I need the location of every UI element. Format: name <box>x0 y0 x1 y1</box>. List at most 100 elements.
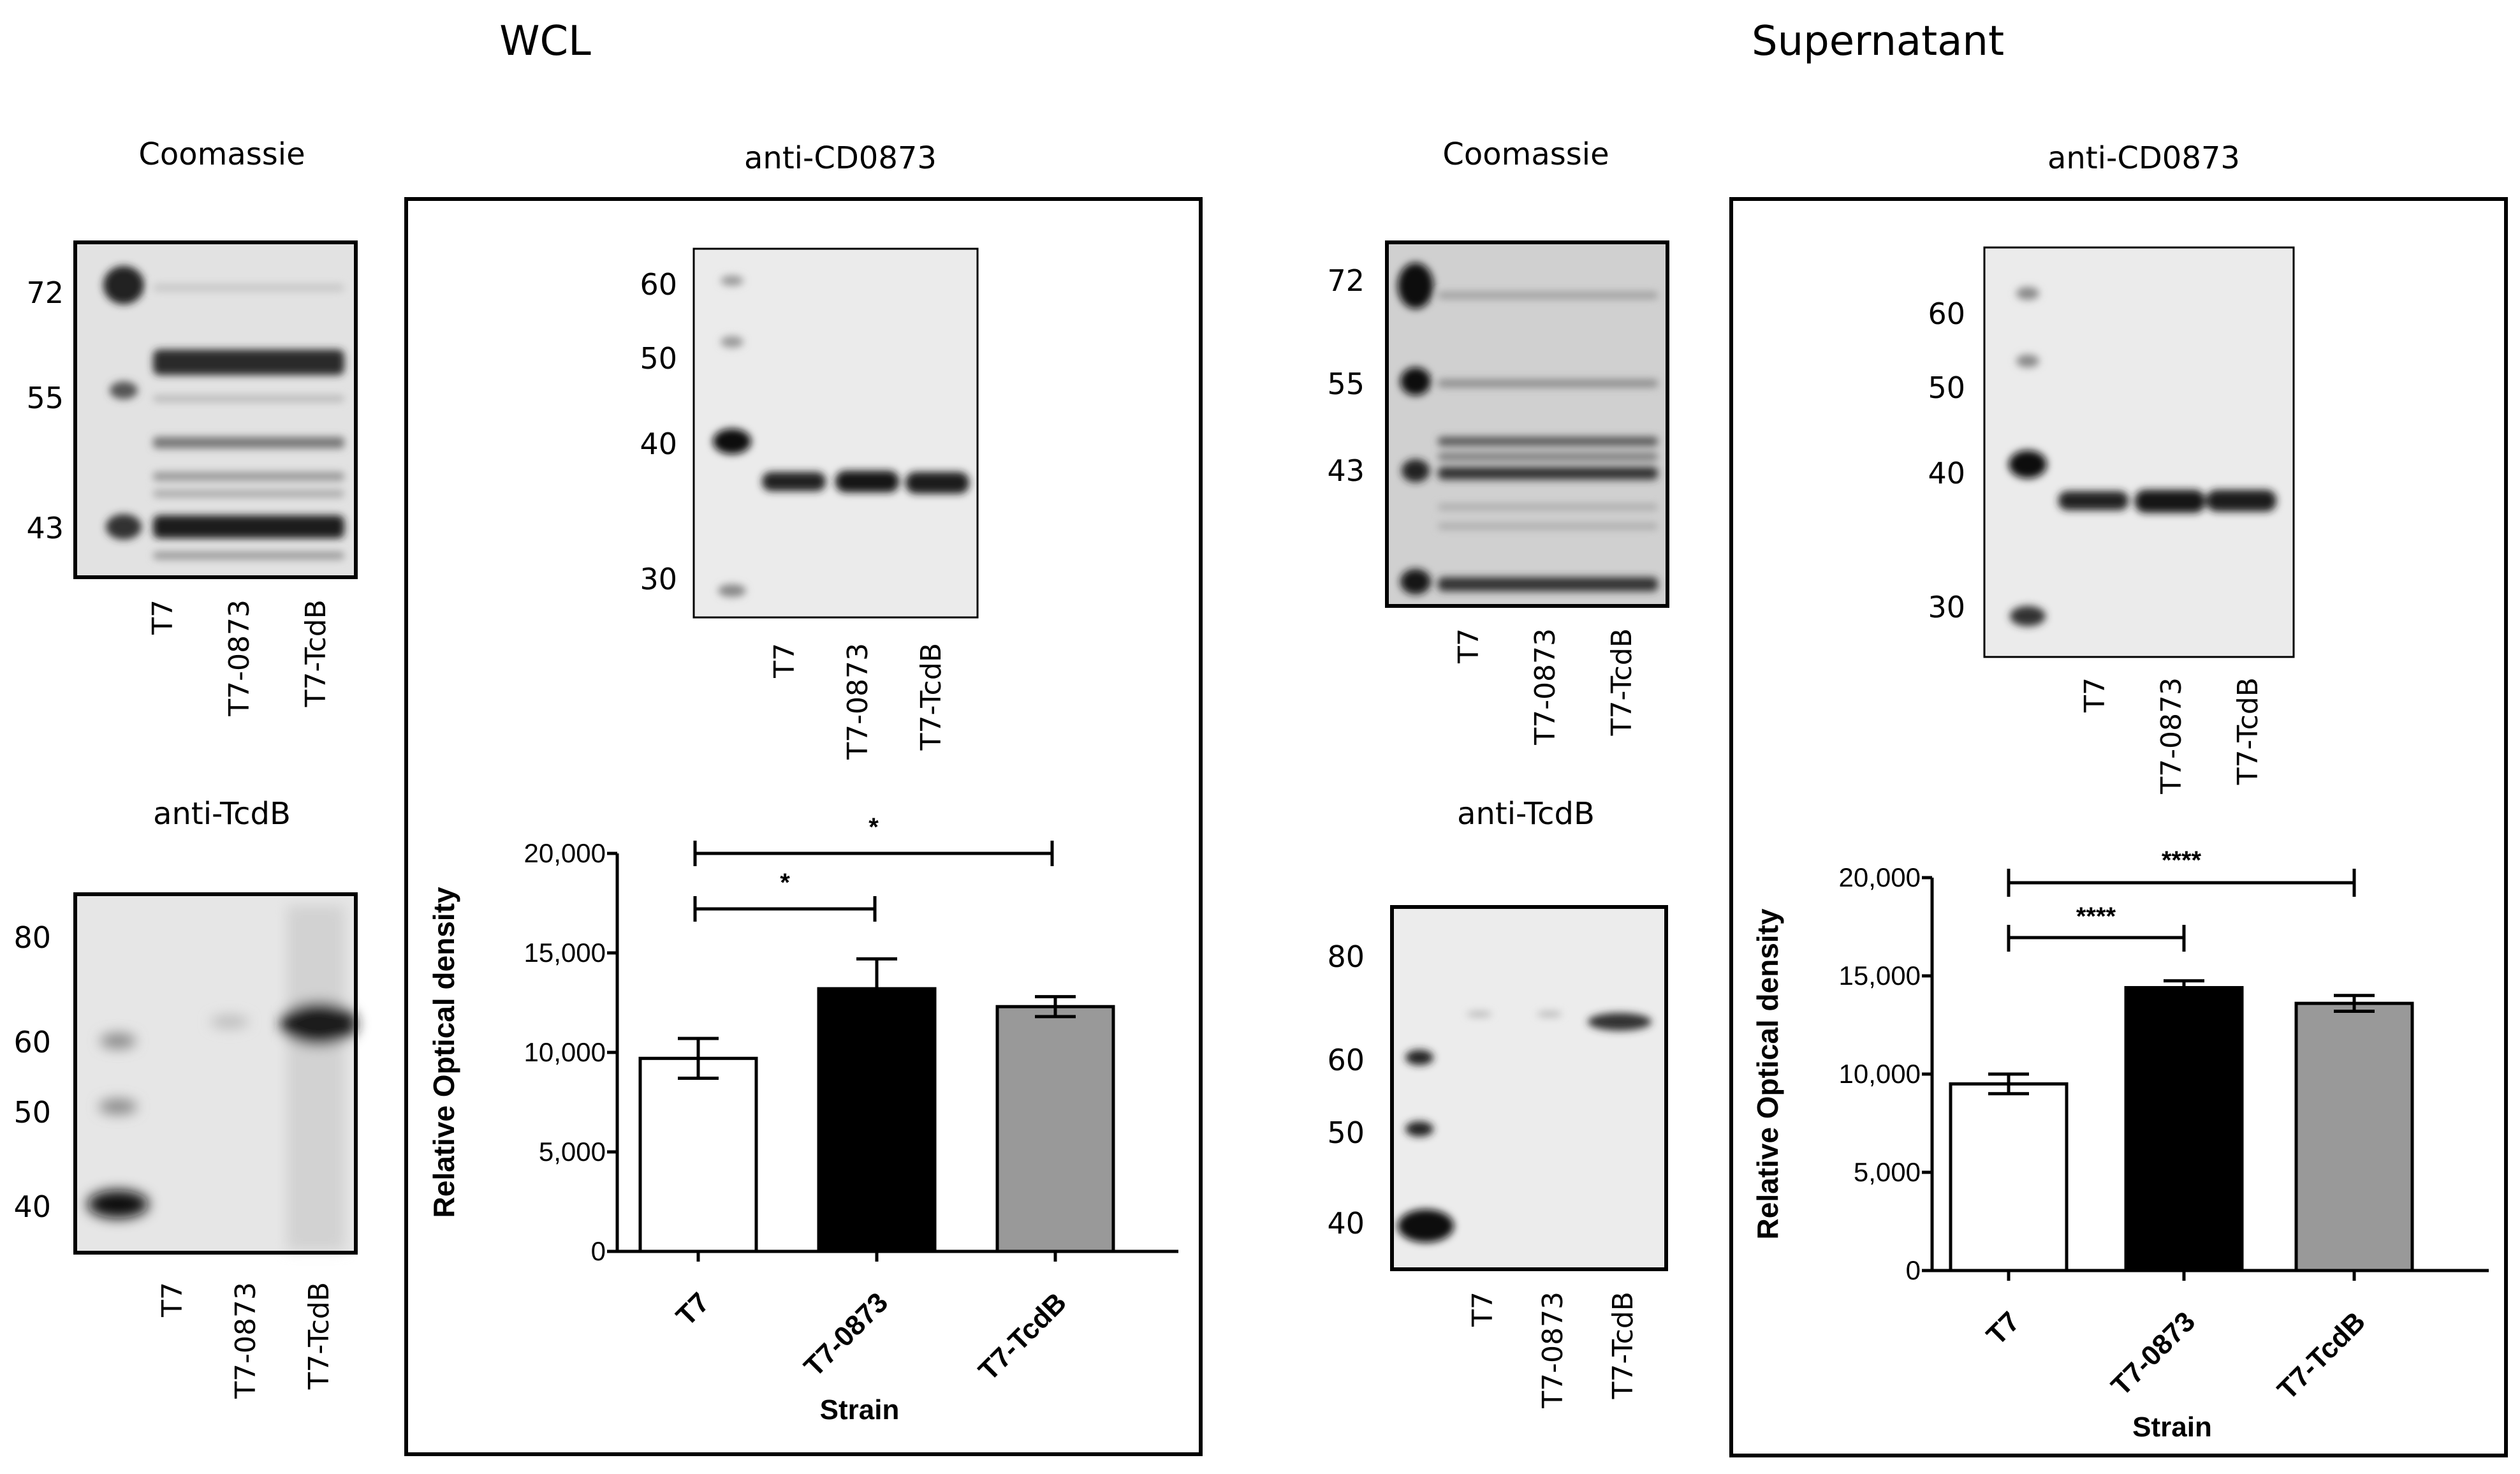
wcl-box <box>404 197 1203 1456</box>
bar <box>2124 985 2244 1272</box>
mw-label: 80 <box>1327 940 1365 974</box>
x-tick-label: T7-TcdB <box>2271 1306 2371 1406</box>
sup-anti-tcdb-bands <box>1398 1011 1652 1242</box>
y-tick-label: 5,000 <box>539 1137 606 1167</box>
lane-label: T7-TcdB <box>1607 1292 1639 1399</box>
x-tick-label: T7-0873 <box>2106 1306 2202 1402</box>
y-axis-label: Relative Optical density <box>1751 908 1784 1239</box>
mw-label: 60 <box>640 267 677 302</box>
bar <box>817 987 937 1253</box>
mw-label: 60 <box>13 1025 51 1059</box>
wcl-anti-cd0873-blot <box>692 247 979 619</box>
y-tick-label: 5,000 <box>1854 1157 1921 1187</box>
sup-anti-cd0873-blot <box>1983 246 2295 658</box>
bar <box>2294 1001 2414 1272</box>
mw-label: 60 <box>1928 297 1965 331</box>
mw-label: 50 <box>1327 1116 1365 1150</box>
wcl-anti-cd0873-bands <box>713 276 969 597</box>
sup-coomassie-bands <box>1398 263 1658 594</box>
lane-label: T7-TcdB <box>915 643 948 751</box>
sup-anti-cd0873-lanes: T7 T7-0873 T7-TcdB <box>2079 677 2264 795</box>
wcl-coomassie-title: Coomassie <box>138 136 305 172</box>
sup-anti-cd0873-bands <box>2009 287 2276 626</box>
significance-bracket <box>693 896 877 922</box>
x-tick-label: T7 <box>1981 1306 2026 1351</box>
y-tick-label: 15,000 <box>1839 961 1921 991</box>
bar <box>995 1005 1115 1253</box>
wcl-coomassie-blot <box>73 240 358 579</box>
error-bar <box>1988 1072 2029 1094</box>
mw-label: 43 <box>26 511 64 545</box>
significance-bracket <box>2007 925 2186 952</box>
bar <box>638 1056 758 1253</box>
mw-label: 60 <box>1327 1043 1365 1077</box>
mw-label: 30 <box>1928 590 1965 624</box>
y-tick-label: 15,000 <box>524 938 606 968</box>
y-tick-label: 0 <box>591 1236 606 1266</box>
wcl-coomassie-bands <box>103 266 344 559</box>
y-tick-label: 0 <box>1906 1255 1921 1285</box>
error-bar <box>856 957 897 1019</box>
sup-header: Supernatant <box>1752 18 2004 65</box>
lane-label: T7 <box>147 600 179 635</box>
sup-anti-cd0873-title: anti-CD0873 <box>2048 140 2240 176</box>
y-tick-label: 10,000 <box>524 1037 606 1067</box>
wcl-coomassie-lanes: T7 T7-0873 T7-TcdB <box>147 600 332 717</box>
supernatant-panel: Supernatant Coomassie 72 55 <box>1327 18 2508 1457</box>
error-bar <box>678 1036 719 1079</box>
significance-label: **** <box>2076 903 2116 931</box>
x-axis-label: Strain <box>2132 1411 2212 1443</box>
lane-label: T7-0873 <box>842 643 874 760</box>
lane-label: T7-0873 <box>2155 677 2188 795</box>
wcl-anti-tcdb-markers: 80 60 50 40 <box>13 920 51 1224</box>
sup-coomassie-title: Coomassie <box>1442 136 1609 172</box>
significance-bracket <box>693 841 1054 866</box>
wcl-header: WCL <box>499 18 591 65</box>
sup-anti-tcdb-blot <box>1390 905 1668 1271</box>
sup-coomassie-markers: 72 55 43 <box>1327 263 1365 488</box>
wcl-anti-tcdb-lanes: T7 T7-0873 T7-TcdB <box>156 1282 335 1399</box>
y-tick-label: 20,000 <box>524 838 606 868</box>
wcl-bar-chart: 0 5,000 10,000 15,000 20,000 T7 T7-0873 T7-TcdB… <box>427 838 1178 1426</box>
mw-label: 55 <box>26 381 64 415</box>
significance-label: * <box>868 813 879 841</box>
x-tick-label: T7 <box>670 1286 715 1332</box>
mw-label: 80 <box>13 920 51 955</box>
wcl-anti-tcdb-blot <box>73 892 358 1255</box>
wcl-anti-cd0873-lanes: T7 T7-0873 T7-TcdB <box>768 643 948 760</box>
lane-label: T7-TcdB <box>300 600 332 707</box>
x-tick-label: T7-0873 <box>798 1286 895 1383</box>
x-tick-label: T7-TcdB <box>972 1286 1073 1387</box>
sup-anti-tcdb-title: anti-TcdB <box>1457 796 1595 832</box>
error-bar <box>2334 994 2375 1012</box>
lane-label: T7-TcdB <box>1606 628 1638 736</box>
error-bar <box>2164 979 2204 995</box>
x-axis-label: Strain <box>820 1394 900 1426</box>
sup-coomassie-lanes: T7 T7-0873 T7-TcdB <box>1453 628 1638 746</box>
wcl-anti-cd0873-title: anti-CD0873 <box>744 140 937 176</box>
wcl-anti-tcdb-title: anti-TcdB <box>153 796 291 832</box>
mw-label: 50 <box>640 341 677 376</box>
wcl-anti-tcdb-bands <box>87 906 357 1250</box>
lane-label: T7-0873 <box>1529 628 1562 746</box>
lane-label: T7 <box>768 643 801 679</box>
lane-label: T7-TcdB <box>2232 677 2264 785</box>
bar <box>1949 1082 2069 1272</box>
error-bar <box>1035 995 1076 1017</box>
wcl-significance <box>693 841 1054 922</box>
mw-label: 30 <box>640 562 677 596</box>
y-axis-label: Relative Optical density <box>427 887 460 1218</box>
y-tick-label: 20,000 <box>1839 862 1921 892</box>
lane-label: T7-0873 <box>230 1282 262 1399</box>
mw-label: 72 <box>1327 263 1365 298</box>
lane-label: T7 <box>2079 677 2111 713</box>
significance-bracket <box>2007 869 2356 897</box>
lane-label: T7-TcdB <box>303 1282 335 1390</box>
sup-anti-tcdb-lanes: T7 T7-0873 T7-TcdB <box>1467 1292 1639 1409</box>
lane-label: T7-0873 <box>223 600 256 717</box>
sup-coomassie-blot <box>1385 240 1669 608</box>
lane-label: T7-0873 <box>1537 1292 1569 1409</box>
significance-label: * <box>780 869 790 897</box>
mw-label: 40 <box>640 427 677 461</box>
